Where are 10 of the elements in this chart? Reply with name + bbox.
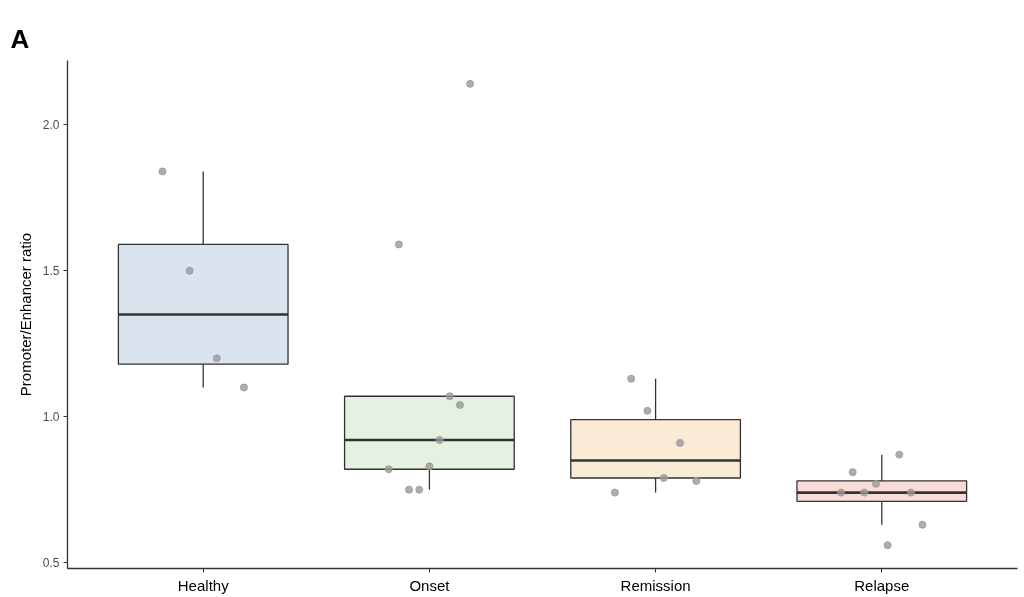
y-tick-label: 1.5 bbox=[42, 264, 60, 279]
y-tick-label: 0.5 bbox=[42, 556, 60, 571]
y-tick-label: 2.0 bbox=[42, 118, 60, 133]
y-tick-label: 1.0 bbox=[42, 410, 60, 425]
x-tick-label: Remission bbox=[620, 576, 691, 594]
x-tick-label: Healthy bbox=[177, 576, 230, 594]
x-tick-label: Onset bbox=[409, 576, 451, 594]
x-tick-label: Relapse bbox=[854, 576, 910, 594]
y-axis-title: Promoter/Enhancer ratio bbox=[16, 232, 34, 397]
chart-title: A bbox=[10, 23, 30, 54]
